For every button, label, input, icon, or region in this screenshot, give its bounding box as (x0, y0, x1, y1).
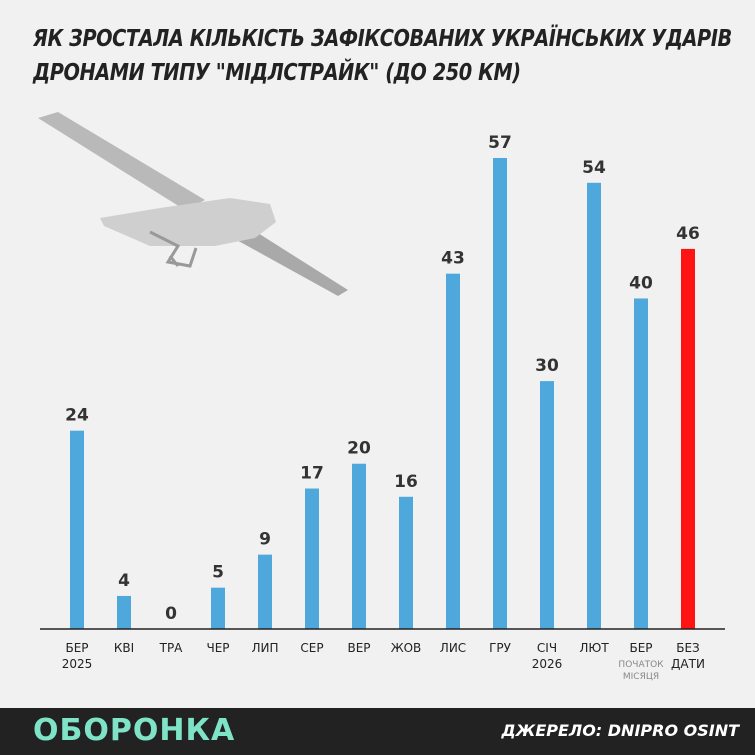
data-label-3: 5 (212, 563, 224, 583)
bar-8 (446, 273, 460, 629)
title-line-2: ДРОНАМИ ТИПУ "МІДЛСТРАЙК" (ДО 250 КМ) (33, 60, 521, 86)
tick-label-11: ЛЮТ (579, 641, 609, 655)
tick-label-6: ВЕР (347, 641, 370, 655)
tick-label-13: БЕЗ (676, 641, 700, 655)
chart-title: ЯК ЗРОСТАЛА КІЛЬКІСТЬ ЗАФІКСОВАНИХ УКРАЇ… (33, 22, 732, 90)
tick-label-2: ТРА (159, 641, 184, 655)
bar-3 (211, 587, 225, 629)
tick-sublabel-12-0: ПОЧАТОК (618, 660, 664, 670)
bar-5 (305, 488, 319, 629)
tick-sublabel-10: 2026 (532, 657, 563, 671)
tick-label-5: СЕР (300, 641, 323, 655)
brand-logo: ОБОРОНКА (33, 713, 236, 748)
tick-label-12: БЕР (629, 641, 652, 655)
data-label-7: 16 (394, 472, 418, 492)
bar-10 (540, 381, 554, 629)
title-line-1: ЯК ЗРОСТАЛА КІЛЬКІСТЬ ЗАФІКСОВАНИХ УКРАЇ… (33, 26, 732, 52)
data-label-12: 40 (629, 273, 653, 293)
tick-label-9: ГРУ (489, 641, 512, 655)
tick-label-3: ЧЕР (206, 641, 229, 655)
bar-6 (352, 463, 366, 629)
data-label-9: 57 (488, 133, 512, 153)
data-label-5: 17 (300, 464, 324, 484)
bar-7 (399, 496, 413, 629)
tick-sublabel-12-1: МІСЯЦЯ (623, 672, 659, 682)
tick-label-4: ЛИП (251, 641, 278, 655)
data-label-6: 20 (347, 439, 371, 459)
bar-1 (117, 595, 131, 629)
bar-11 (587, 182, 601, 629)
bar-9 (493, 158, 507, 629)
footer: ОБОРОНКА ДЖЕРЕЛО: DNIPRO OSINT (0, 708, 755, 755)
data-label-1: 4 (118, 571, 130, 591)
bar-12 (634, 298, 648, 629)
data-label-11: 54 (582, 158, 606, 178)
tick-label-8: ЛИС (440, 641, 466, 655)
bar-13 (681, 248, 695, 630)
tick-sublabel-0: 2025 (62, 657, 93, 671)
drone-illustration (38, 112, 348, 296)
source-credit: ДЖЕРЕЛО: DNIPRO OSINT (501, 721, 739, 740)
bar-chart: 24 БЕР 2025 4 КВІ 0 ТРА 5 ЧЕР 9 ЛИП 17 СЕР 20 ВЕР 16 ЖОВ… (38, 112, 725, 682)
data-label-4: 9 (259, 530, 271, 550)
data-label-2: 0 (165, 604, 177, 624)
bar-4 (258, 554, 272, 629)
data-label-13: 46 (676, 224, 700, 244)
tick-label-7: ЖОВ (391, 641, 422, 655)
data-label-8: 43 (441, 249, 465, 269)
data-label-0: 24 (65, 406, 89, 426)
bar-0 (70, 430, 84, 629)
data-label-10: 30 (535, 356, 559, 376)
tick-label-1: КВІ (114, 641, 134, 655)
tick-label-10: СІЧ (537, 641, 557, 655)
tick-sublabel-13: ДАТИ (671, 657, 705, 671)
tick-label-0: БЕР (65, 641, 88, 655)
